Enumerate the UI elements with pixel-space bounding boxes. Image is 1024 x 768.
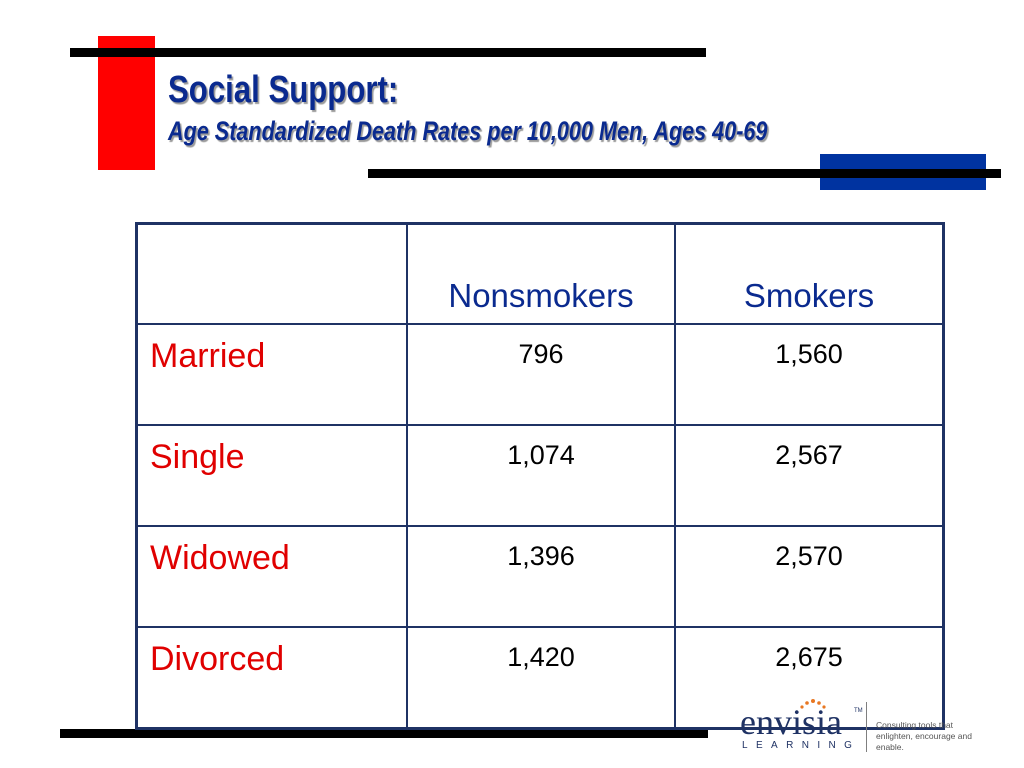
logo-divider <box>866 702 867 752</box>
logo-trademark: TM <box>854 708 863 714</box>
cell-widowed-nonsmokers: 1,396 <box>406 525 676 628</box>
header-cell-smokers: Smokers <box>674 222 945 325</box>
row-label-single: Single <box>135 424 408 527</box>
middle-rule-line <box>368 169 1001 178</box>
header-cell-nonsmokers: Nonsmokers <box>406 222 676 325</box>
table-row: Divorced 1,420 2,675 <box>135 626 945 730</box>
cell-married-nonsmokers: 796 <box>406 323 676 426</box>
table-row: Widowed 1,396 2,570 <box>135 525 945 628</box>
logo-dots-icon <box>800 699 826 709</box>
logo-subtext: LEARNING <box>742 740 861 751</box>
table-header-row: Nonsmokers Smokers <box>135 222 945 325</box>
cell-single-smokers: 2,567 <box>674 424 945 527</box>
envisia-learning-logo: envisia TM LEARNING Consulting tools tha… <box>740 699 1000 756</box>
red-accent-block <box>98 36 155 170</box>
table-row: Single 1,074 2,567 <box>135 424 945 527</box>
slide-title: Social Support: <box>168 69 399 111</box>
row-label-married: Married <box>135 323 408 426</box>
cell-divorced-nonsmokers: 1,420 <box>406 626 676 730</box>
logo-tagline-line2: enlighten, encourage and enable. <box>876 731 972 752</box>
top-rule-line <box>70 48 706 57</box>
cell-married-smokers: 1,560 <box>674 323 945 426</box>
header-cell-empty <box>135 222 408 325</box>
cell-divorced-smokers: 2,675 <box>674 626 945 730</box>
table-row: Married 796 1,560 <box>135 323 945 426</box>
slide-subtitle: Age Standardized Death Rates per 10,000 … <box>168 116 768 146</box>
logo-tagline-line1: Consulting tools that <box>876 720 954 730</box>
row-label-widowed: Widowed <box>135 525 408 628</box>
death-rates-table: Nonsmokers Smokers Married 796 1,560 Sin… <box>135 222 945 730</box>
cell-widowed-smokers: 2,570 <box>674 525 945 628</box>
row-label-divorced: Divorced <box>135 626 408 730</box>
bottom-rule-line <box>60 729 708 738</box>
logo-wordmark: envisia <box>740 702 842 742</box>
logo-tagline: Consulting tools that enlighten, encoura… <box>876 720 1000 753</box>
cell-single-nonsmokers: 1,074 <box>406 424 676 527</box>
